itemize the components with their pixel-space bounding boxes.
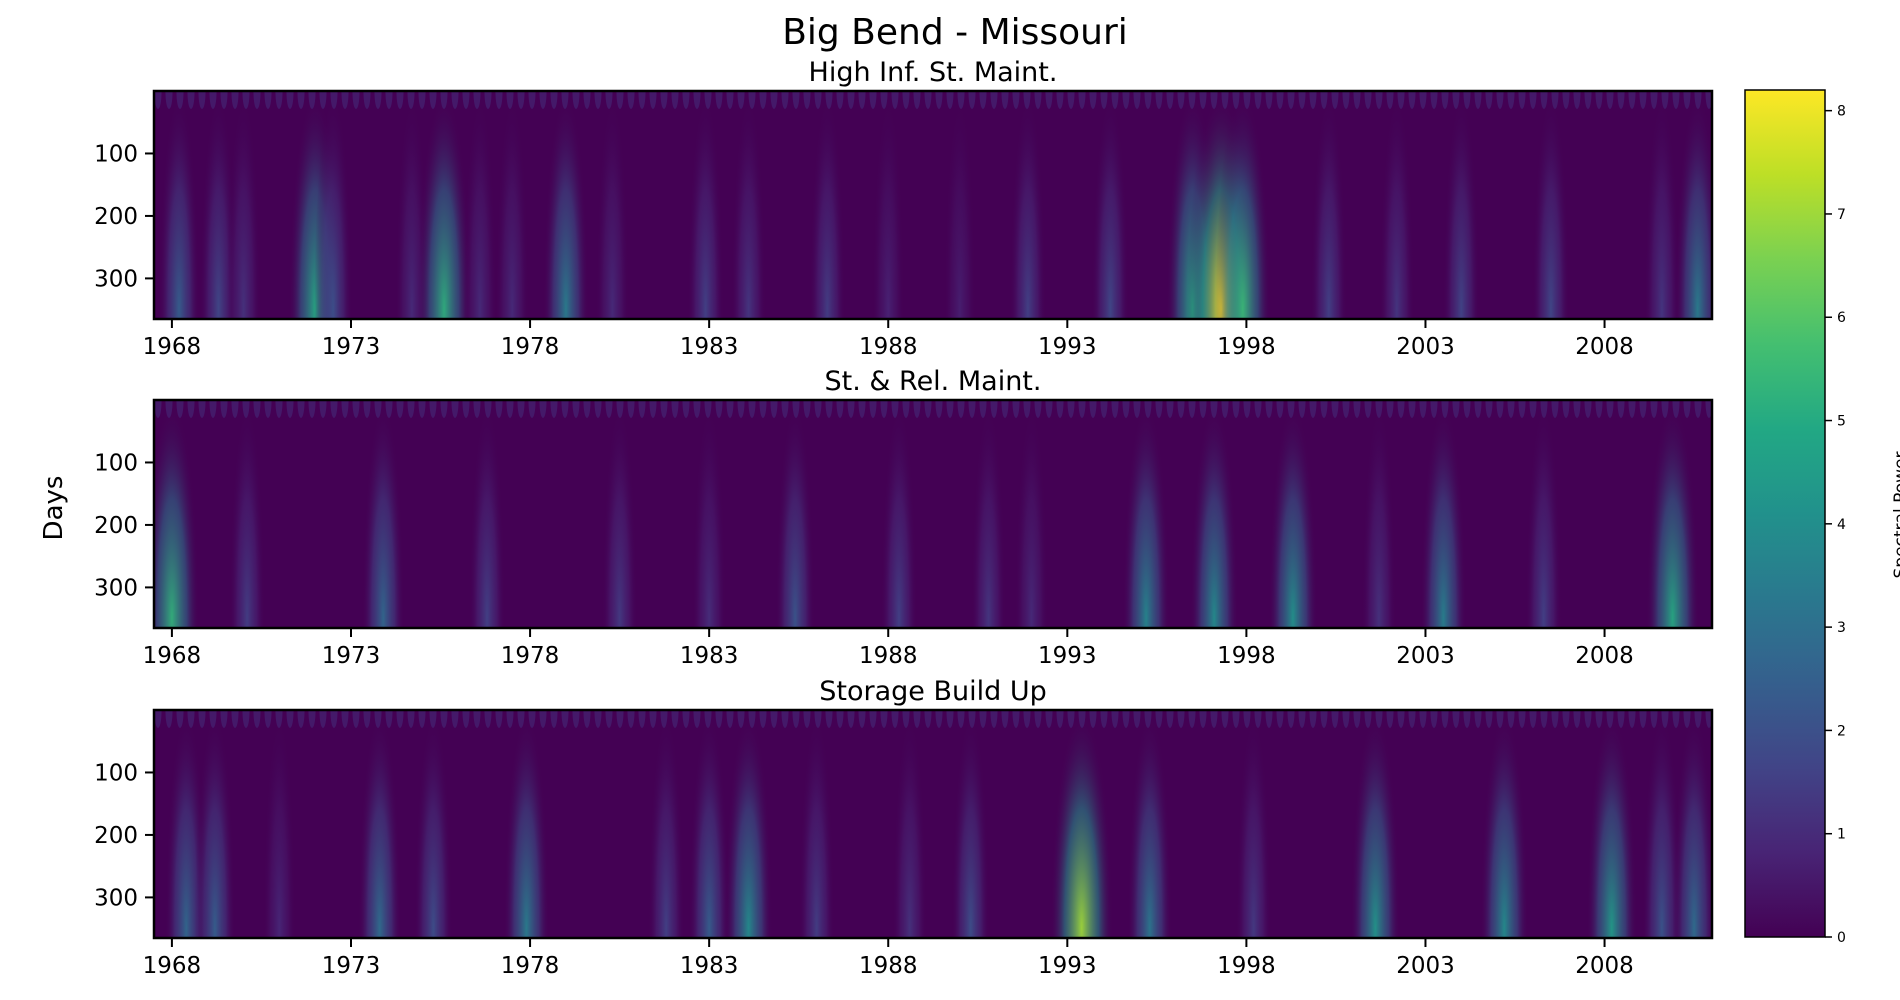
x-tick-label: 2008 [1575, 643, 1634, 669]
y-tick-label: 300 [94, 575, 138, 601]
x-tick-label: 1978 [501, 643, 560, 669]
x-tick-label: 1998 [1217, 334, 1276, 360]
x-tick-label: 1988 [859, 953, 918, 979]
x-tick-label: 1988 [859, 643, 918, 669]
colorbar-tick-label: 3 [1837, 620, 1846, 636]
panel-title: Storage Build Up [819, 676, 1046, 707]
y-tick-label: 200 [94, 513, 138, 539]
x-tick-label: 1983 [680, 953, 739, 979]
x-tick-label: 1998 [1217, 643, 1276, 669]
figure-title: Big Bend - Missouri [782, 12, 1128, 53]
colorbar-tick-label: 8 [1837, 104, 1846, 120]
x-tick-label: 1968 [143, 334, 202, 360]
x-tick-label: 1978 [501, 953, 560, 979]
y-tick-label: 300 [94, 885, 138, 911]
y-tick-label: 300 [94, 266, 138, 292]
x-tick-label: 2003 [1396, 643, 1455, 669]
x-tick-label: 1968 [143, 643, 202, 669]
colorbar-tick-label: 6 [1837, 310, 1846, 326]
x-tick-label: 1978 [501, 334, 560, 360]
x-tick-label: 1993 [1038, 953, 1097, 979]
heatmap-panel: Storage Build Up 100 200 300 1968 1973 1978 198… [94, 676, 1715, 1000]
y-tick-label: 200 [94, 823, 138, 849]
y-tick-label: 100 [94, 141, 138, 167]
colorbar-tick-label: 2 [1837, 723, 1846, 739]
x-tick-label: 1993 [1038, 643, 1097, 669]
y-tick-label: 100 [94, 760, 138, 786]
panel-title: High Inf. St. Maint. [809, 57, 1058, 88]
colorbar: 0 1 2 3 4 5 6 7 8 Spectral Power [1745, 90, 1900, 946]
x-tick-label: 2003 [1396, 334, 1455, 360]
heatmap-panels: High Inf. St. Maint. 100 200 300 1968 1973 197… [94, 57, 1720, 1000]
y-tick-label: 200 [94, 204, 138, 230]
x-tick-label: 1983 [680, 643, 739, 669]
colorbar-tick-label: 5 [1837, 414, 1846, 430]
colorbar-tick-label: 7 [1837, 207, 1846, 223]
colorbar-tick-label: 4 [1837, 517, 1846, 533]
colorbar-label: Spectral Power [1891, 452, 1900, 579]
x-tick-label: 1968 [143, 953, 202, 979]
colorbar-tick-label: 1 [1837, 827, 1846, 843]
y-axis-label: Days [39, 476, 69, 541]
panel-title: St. & Rel. Maint. [825, 366, 1042, 397]
x-tick-label: 1993 [1038, 334, 1097, 360]
colorbar-ticks: 0 1 2 3 4 5 6 7 8 [1825, 104, 1846, 946]
x-tick-label: 2003 [1396, 953, 1455, 979]
x-tick-label: 1983 [680, 334, 739, 360]
x-tick-label: 1973 [322, 334, 381, 360]
x-tick-label: 2008 [1575, 953, 1634, 979]
x-tick-label: 1973 [322, 643, 381, 669]
x-tick-label: 1988 [859, 334, 918, 360]
colorbar-tick-label: 0 [1837, 930, 1846, 946]
heatmap-plot-area [154, 696, 1715, 1000]
colorbar-gradient [1745, 90, 1825, 937]
x-tick-label: 2008 [1575, 334, 1634, 360]
x-tick-label: 1998 [1217, 953, 1276, 979]
x-tick-label: 1973 [322, 953, 381, 979]
y-tick-label: 100 [94, 450, 138, 476]
